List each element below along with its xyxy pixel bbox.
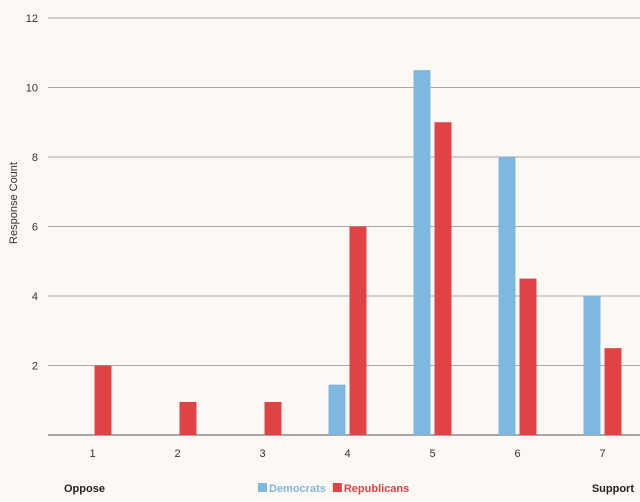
- y-tick-label: 12: [26, 13, 38, 25]
- legend-swatch-republicans: [332, 483, 342, 492]
- x-tick-label: 6: [514, 448, 520, 460]
- y-tick-label: 6: [32, 222, 38, 234]
- bars: [94, 70, 622, 435]
- bar-democrats-4: [328, 384, 346, 435]
- legend-swatch-democrats: [258, 483, 267, 492]
- bar-democrats-6: [498, 157, 516, 435]
- legend: Democrats Republicans: [258, 483, 409, 495]
- legend-label-democrats: Democrats: [269, 483, 326, 495]
- bar-republicans-1: [94, 365, 112, 435]
- bar-republicans-4: [349, 226, 367, 435]
- bar-democrats-7: [583, 296, 601, 435]
- y-axis-ticks: 2 4 6 8 10 12: [26, 13, 38, 373]
- scale-right-label: Support: [592, 483, 634, 495]
- gridlines: [48, 17, 640, 436]
- bar-republicans-2: [179, 401, 197, 435]
- bar-republicans-5: [434, 122, 452, 435]
- bar-republicans-7: [604, 348, 622, 435]
- legend-label-republicans: Republicans: [344, 483, 409, 495]
- bar-republicans-6: [519, 278, 537, 435]
- x-axis-ticks: 1 2 3 4 5 6 7: [89, 448, 605, 460]
- x-tick-label: 5: [429, 448, 435, 460]
- x-tick-label: 2: [174, 448, 180, 460]
- scale-left-label: Oppose: [64, 483, 105, 495]
- y-axis-title: Response Count: [8, 162, 20, 244]
- bar-democrats-5: [413, 70, 431, 435]
- y-tick-label: 2: [32, 361, 38, 373]
- y-tick-label: 4: [32, 291, 38, 303]
- bar-republicans-3: [264, 401, 282, 435]
- y-tick-label: 8: [32, 152, 38, 164]
- x-tick-label: 4: [344, 448, 350, 460]
- x-tick-label: 1: [89, 448, 95, 460]
- x-tick-label: 3: [259, 448, 265, 460]
- x-tick-label: 7: [599, 448, 605, 460]
- y-tick-label: 10: [26, 83, 38, 95]
